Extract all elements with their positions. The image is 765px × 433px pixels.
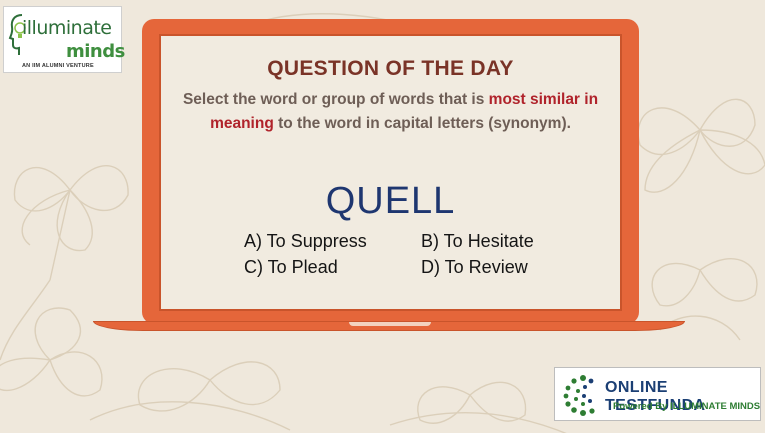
brand-tagline: Powered By ILLUMINATE MINDS [613, 401, 760, 412]
dot-circle-icon [563, 373, 603, 417]
option-b[interactable]: B) To Hesitate [421, 231, 534, 252]
option-a[interactable]: A) To Suppress [244, 231, 367, 252]
option-c[interactable]: C) To Plead [244, 257, 338, 278]
instruction-text-end: to the word in capital letters (synonym)… [274, 115, 571, 132]
question-instruction: Select the word or group of words that i… [172, 88, 609, 136]
illuminate-minds-logo: illuminate minds AN IIM ALUMNI VENTURE [3, 6, 122, 73]
logo-line-minds: minds [66, 41, 125, 62]
online-testfunda-logo: ONLINE TESTFUNDA Powered By ILLUMINATE M… [554, 367, 761, 421]
question-title: QUESTION OF THE DAY [159, 57, 622, 81]
logo-line-illuminate: illuminate [22, 17, 112, 39]
laptop-notch [349, 322, 431, 326]
option-d[interactable]: D) To Review [421, 257, 528, 278]
question-word: QUELL [159, 180, 622, 223]
instruction-text-start: Select the word or group of words that i… [183, 91, 489, 108]
logo-tagline: AN IIM ALUMNI VENTURE [22, 63, 94, 69]
